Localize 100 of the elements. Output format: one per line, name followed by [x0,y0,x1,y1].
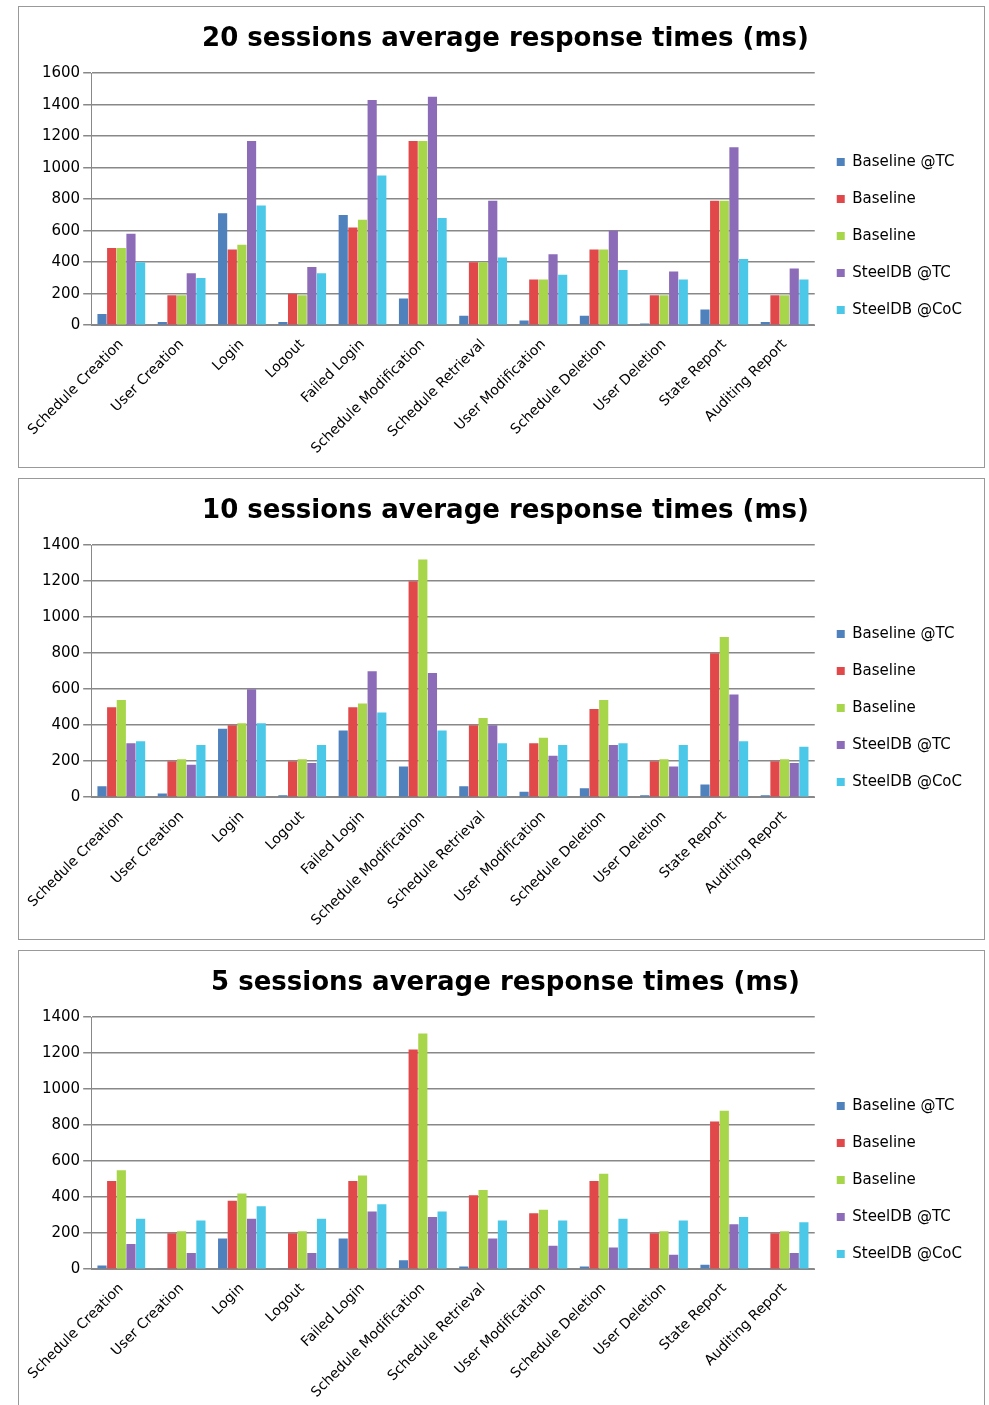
legend-label: Baseline [852,697,916,716]
bar [136,1218,146,1269]
bar [237,723,247,797]
bar [167,1233,177,1269]
bar [649,1233,659,1269]
y-tick-label: 200 [51,1223,81,1242]
bar [719,1110,729,1269]
legend-label: Baseline [852,1169,916,1188]
bar [348,1180,358,1269]
bar [126,743,136,797]
bar [789,762,799,797]
bar [649,295,659,325]
bar [338,1238,348,1269]
y-tick-label: 1200 [41,571,81,590]
y-tick-label: 600 [51,220,81,239]
legend-label: Baseline [852,1132,916,1151]
bar [287,761,298,797]
bar [437,1211,447,1269]
bar [136,741,146,797]
bar [459,786,469,797]
bar [287,1233,298,1269]
bar [599,699,609,797]
y-tick-label: 0 [70,1259,81,1278]
y-tick-label: 1000 [41,157,81,176]
bar [357,219,368,325]
y-tick-label: 1000 [41,1079,81,1098]
bar [256,205,266,325]
y-tick-label: 400 [51,715,81,734]
bar [218,728,228,797]
bar [538,1209,548,1269]
y-tick-label: 600 [51,679,81,698]
bar [739,741,749,797]
chart-title: 5 sessions average response times (ms) [211,966,800,997]
bar [186,764,196,797]
legend-label: Baseline @TC [852,623,955,642]
bar [659,295,669,325]
y-tick-label: 800 [51,1115,81,1134]
bar [227,249,237,325]
bar [398,298,409,325]
bar [427,672,438,797]
bar [427,96,438,325]
bar [678,279,688,325]
bar [497,743,507,797]
bar [297,295,307,325]
bar [367,671,377,797]
bar [799,279,809,325]
bar [739,1216,749,1269]
bar [780,759,790,797]
bar [256,723,266,797]
bar [116,699,126,797]
bar [700,784,710,797]
bar [126,233,136,325]
bar [729,147,739,325]
bar [227,1200,237,1269]
bar [599,249,609,325]
bar [538,737,548,797]
bar [167,295,177,325]
bar [186,1252,196,1269]
bar [367,1211,377,1269]
y-tick-label: 600 [51,1151,81,1170]
legend-label: SteelDB @TC [852,262,951,281]
bar [649,761,659,797]
bar [377,712,387,797]
bar [418,1033,428,1269]
y-tick-label: 1400 [41,1007,81,1026]
bar [348,227,358,325]
bar [478,717,488,797]
bar [488,725,498,797]
bar [558,274,568,325]
bar [618,743,628,797]
bar [558,744,568,797]
bar [246,689,257,797]
bar [548,254,558,325]
bar [710,1121,720,1269]
legend-label: SteelDB @CoC [852,771,962,790]
y-tick-label: 1200 [41,1043,81,1062]
bar [167,761,177,797]
bar [519,320,529,325]
y-tick-label: 200 [51,751,81,770]
bar [529,743,539,797]
legend-label: Baseline [852,660,916,679]
bar [107,247,117,325]
bar [408,581,418,797]
bar [437,218,447,325]
bar [497,1220,507,1269]
bar [719,636,729,797]
bar [770,1233,780,1269]
legend-label: Baseline @TC [852,1095,955,1114]
bar [116,247,126,325]
bar [669,766,679,797]
legend-label: SteelDB @TC [852,1206,951,1225]
bar [789,1252,799,1269]
y-tick-label: 1000 [41,607,81,626]
legend-label: Baseline [852,225,916,244]
bar [608,744,618,797]
y-tick-label: 1600 [41,63,81,82]
bar [589,708,599,797]
bar [316,273,327,325]
bar [126,1243,136,1269]
bar [297,1231,307,1269]
